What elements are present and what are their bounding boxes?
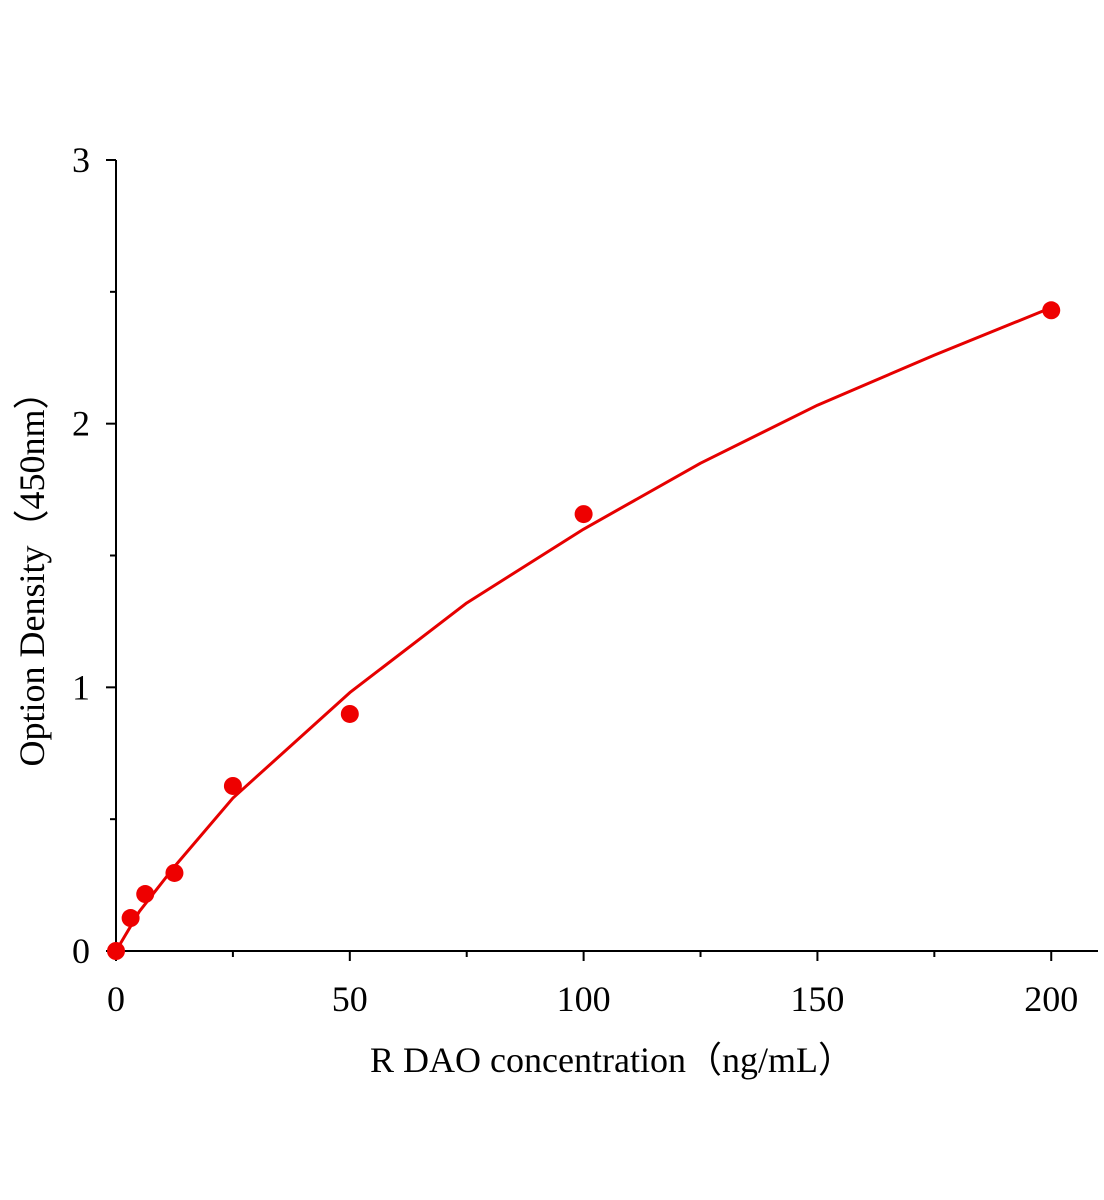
data-point [136, 885, 155, 904]
data-point [574, 505, 593, 524]
x-axis-label: R DAO concentration（ng/mL） [370, 1040, 854, 1080]
x-tick-label: 200 [1024, 979, 1078, 1019]
data-point [223, 776, 242, 795]
x-tick-label: 50 [332, 979, 368, 1019]
y-tick-label: 0 [72, 931, 90, 971]
x-tick-label: 100 [557, 979, 611, 1019]
x-tick-label: 150 [790, 979, 844, 1019]
data-point [165, 863, 184, 882]
data-point [121, 909, 140, 928]
y-axis-label: Option Density（450nm） [12, 374, 52, 767]
y-tick-label: 3 [72, 140, 90, 180]
y-tick-label: 1 [72, 667, 90, 707]
data-point [340, 704, 359, 723]
fit-curve [114, 306, 1052, 952]
x-tick-label: 0 [107, 979, 125, 1019]
data-point [1042, 301, 1061, 320]
data-point [107, 942, 125, 960]
y-tick-label: 2 [72, 404, 90, 444]
